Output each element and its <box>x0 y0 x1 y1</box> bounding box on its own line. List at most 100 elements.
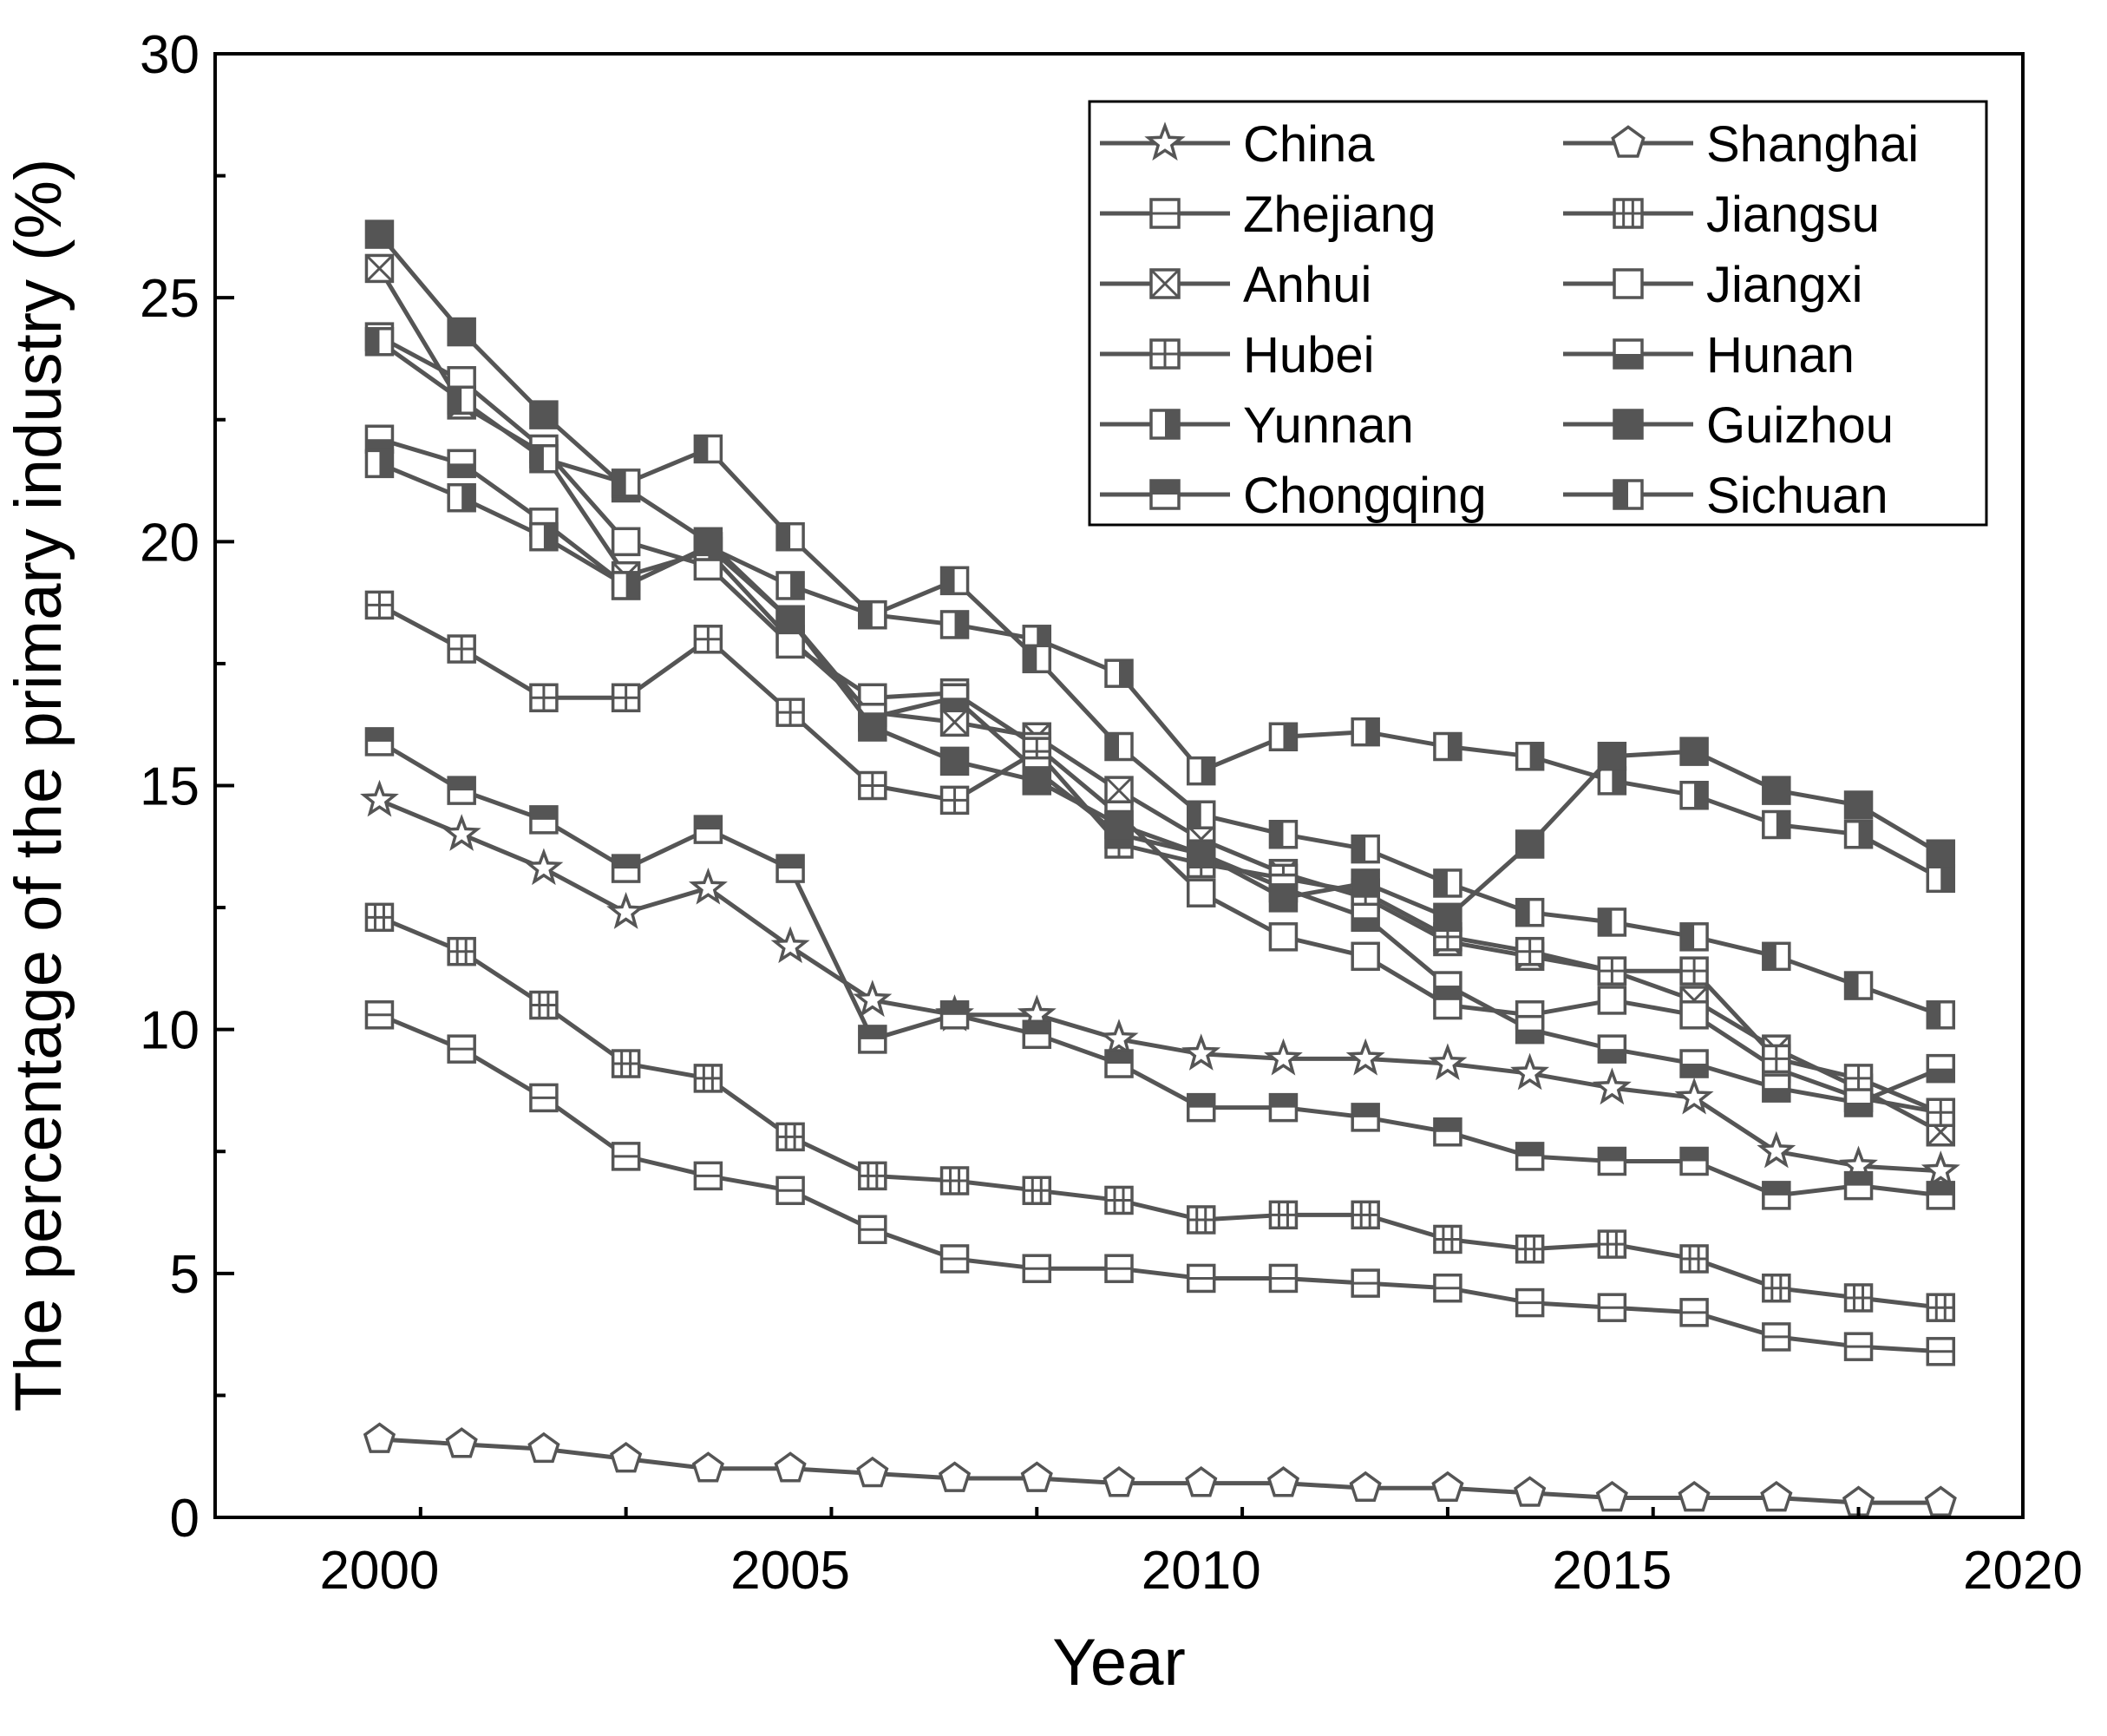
legend-marker <box>1144 121 1186 161</box>
y-axis-title: The percentage of the primary industry (… <box>2 159 75 1412</box>
data-point <box>1186 839 1216 868</box>
data-point <box>1104 658 1134 688</box>
legend-marker <box>1149 479 1181 510</box>
x-tick-label: 2020 <box>1963 1541 2083 1601</box>
data-point <box>363 1422 396 1453</box>
legend-label: Yunnan <box>1243 397 1414 454</box>
data-point <box>1679 1244 1709 1274</box>
data-point <box>1515 1234 1545 1264</box>
legend-label: Jiangxi <box>1706 257 1863 313</box>
data-point <box>529 805 559 835</box>
data-point <box>1104 1185 1134 1215</box>
x-tick-label: 2010 <box>1142 1541 1261 1601</box>
data-point <box>1515 829 1545 859</box>
data-point <box>1674 1077 1714 1115</box>
data-point <box>1514 1476 1547 1507</box>
series-jiangsu <box>364 902 1956 1322</box>
data-point <box>853 979 893 1018</box>
legend-item-yunnan: Yunnan <box>1100 397 1414 454</box>
data-point <box>939 746 970 776</box>
data-point <box>1268 722 1299 752</box>
data-point <box>1268 1200 1299 1230</box>
data-point <box>1760 1480 1793 1512</box>
data-point <box>1266 1466 1300 1497</box>
legend-label: Hubei <box>1243 327 1375 383</box>
data-point <box>611 527 641 557</box>
data-point <box>447 482 476 513</box>
data-point <box>1103 1466 1135 1497</box>
data-point <box>1022 1019 1052 1050</box>
data-point <box>1926 1000 1956 1030</box>
data-point <box>447 449 476 479</box>
data-point <box>364 327 395 357</box>
data-point <box>529 443 559 474</box>
data-point <box>1843 1088 1874 1117</box>
legend-item-hunan: Hunan <box>1563 327 1855 383</box>
y-tick-label: 15 <box>140 757 200 817</box>
legend-marker <box>1611 125 1646 158</box>
data-point <box>1679 737 1709 766</box>
data-point <box>1104 809 1134 840</box>
data-point <box>1351 868 1380 898</box>
y-tick-label: 5 <box>170 1245 200 1305</box>
legend-item-jiangxi: Jiangxi <box>1563 257 1863 313</box>
data-point <box>775 521 805 552</box>
data-point <box>447 317 476 347</box>
data-point <box>1597 1146 1627 1176</box>
data-point <box>611 468 641 498</box>
data-point <box>775 854 805 883</box>
data-point <box>606 892 646 929</box>
axis-ticks: 0 5 10 15 20 25 30 2000 2005 2010 2015 2020 <box>140 25 2083 1601</box>
data-point <box>611 1142 641 1171</box>
data-point <box>529 683 559 713</box>
data-point <box>1762 1073 1791 1103</box>
data-point <box>364 1000 395 1030</box>
data-point <box>611 571 641 600</box>
data-point <box>529 400 559 429</box>
data-point <box>1515 936 1545 966</box>
legend-item-hubei: Hubei <box>1100 327 1375 383</box>
data-point <box>1597 1229 1627 1259</box>
legend-item-china: China <box>1100 116 1375 173</box>
data-point <box>775 698 805 727</box>
data-point <box>527 1431 560 1464</box>
data-point <box>1186 756 1216 786</box>
data-point <box>447 936 476 966</box>
data-point <box>1843 971 1874 1000</box>
data-point <box>1843 1170 1874 1201</box>
data-point <box>610 1441 643 1473</box>
data-point <box>1428 1043 1468 1081</box>
data-point <box>1433 902 1462 933</box>
x-tick-label: 2015 <box>1552 1541 1672 1601</box>
data-point <box>858 770 887 801</box>
data-point <box>939 1244 970 1274</box>
data-point <box>1926 863 1956 894</box>
data-point <box>1762 1273 1791 1303</box>
data-point <box>1762 776 1791 805</box>
data-point <box>775 629 805 659</box>
legend-marker <box>1149 268 1181 299</box>
data-point <box>1679 1298 1709 1327</box>
data-point <box>1186 878 1216 907</box>
data-point <box>1678 1480 1711 1512</box>
data-point <box>447 776 476 805</box>
data-point <box>1597 956 1627 986</box>
data-point <box>858 599 887 630</box>
data-point <box>693 1161 723 1191</box>
data-point <box>1762 809 1791 840</box>
data-point <box>1515 897 1545 927</box>
data-point <box>611 683 641 713</box>
data-point <box>1757 1130 1796 1169</box>
data-point <box>1268 922 1299 952</box>
data-point <box>939 785 970 816</box>
data-point <box>1433 731 1462 762</box>
data-point <box>1268 1263 1299 1294</box>
data-point <box>774 1451 807 1483</box>
data-point <box>1351 1268 1380 1298</box>
data-point <box>1843 1332 1874 1361</box>
data-point <box>1926 1097 1956 1128</box>
data-point <box>858 1161 887 1191</box>
data-point <box>1843 1064 1874 1093</box>
legend-label: Chongqing <box>1243 468 1487 524</box>
